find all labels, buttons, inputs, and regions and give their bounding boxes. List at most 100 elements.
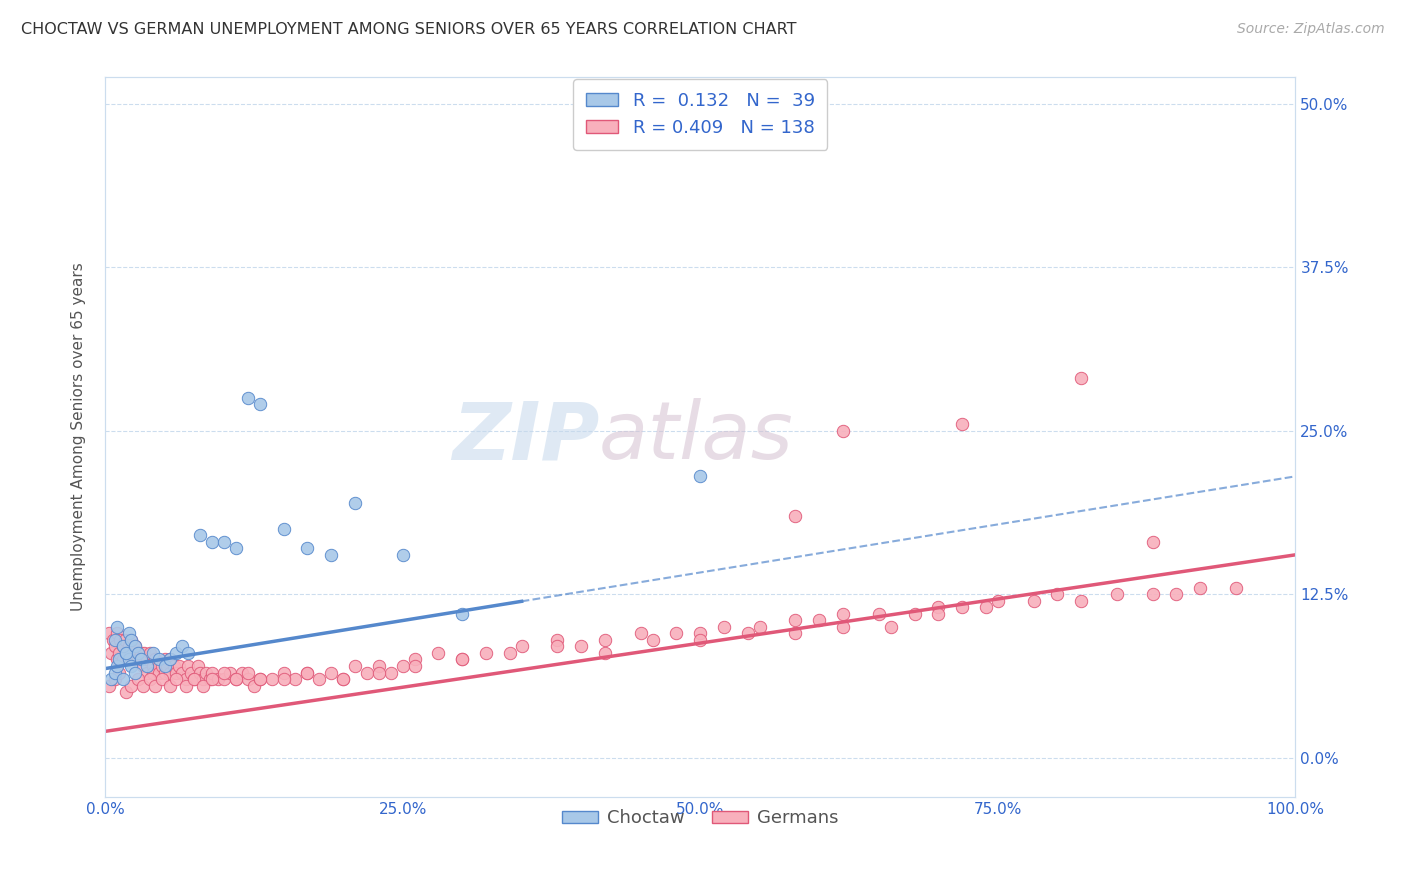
Point (188, 665, 211, 680)
Point (332, 672, 354, 686)
Point (219, 665, 242, 680)
Point (569, 640, 592, 654)
Point (713, 620, 735, 634)
Point (150, 672, 173, 686)
Point (249, 672, 271, 686)
Point (510, 640, 533, 654)
Point (105, 620, 128, 634)
Point (212, 665, 235, 680)
Point (129, 652, 152, 666)
Point (308, 672, 330, 686)
Point (321, 665, 343, 680)
Point (665, 626, 688, 640)
Text: ZIP: ZIP (451, 398, 599, 476)
Point (546, 632, 568, 647)
Point (1142, 534, 1164, 549)
Point (297, 665, 319, 680)
Text: Source: ZipAtlas.com: Source: ZipAtlas.com (1237, 22, 1385, 37)
Point (153, 659, 176, 673)
Point (785, 508, 807, 523)
Point (593, 646, 616, 660)
Point (180, 665, 202, 680)
Point (689, 632, 711, 647)
Point (100, 646, 122, 660)
Point (689, 469, 711, 483)
Point (284, 672, 307, 686)
Point (172, 665, 194, 680)
Point (120, 632, 142, 647)
Point (236, 391, 259, 405)
Point (115, 646, 138, 660)
Point (950, 600, 973, 615)
Point (139, 646, 162, 660)
Point (225, 672, 247, 686)
Point (380, 665, 402, 680)
Point (115, 685, 138, 699)
Point (153, 652, 176, 666)
Point (135, 665, 157, 680)
Point (142, 665, 165, 680)
Point (1105, 587, 1128, 601)
Point (950, 417, 973, 431)
Point (201, 672, 224, 686)
Point (195, 665, 218, 680)
Point (148, 659, 170, 673)
Point (105, 652, 128, 666)
Point (808, 613, 831, 627)
Point (118, 626, 141, 640)
Point (124, 652, 146, 666)
Point (135, 659, 157, 673)
Point (321, 548, 343, 562)
Point (103, 665, 125, 680)
Point (127, 652, 149, 666)
Point (188, 528, 211, 542)
Point (404, 652, 426, 666)
Point (243, 679, 266, 693)
Point (111, 672, 134, 686)
Point (115, 646, 138, 660)
Point (134, 646, 156, 660)
Point (785, 626, 807, 640)
Point (97, 626, 120, 640)
Point (118, 640, 141, 654)
Point (1225, 581, 1247, 595)
Point (156, 659, 179, 673)
Point (475, 646, 498, 660)
Point (118, 652, 141, 666)
Point (111, 640, 134, 654)
Point (499, 646, 522, 660)
Point (142, 659, 165, 673)
Point (129, 646, 152, 660)
Point (785, 613, 807, 627)
Point (249, 672, 271, 686)
Point (165, 665, 187, 680)
Point (297, 541, 319, 556)
Point (120, 679, 142, 693)
Point (111, 652, 134, 666)
Text: atlas: atlas (599, 398, 794, 476)
Point (249, 397, 271, 411)
Point (150, 659, 173, 673)
Point (191, 672, 214, 686)
Point (124, 640, 146, 654)
Point (212, 672, 235, 686)
Point (927, 600, 949, 615)
Point (641, 632, 664, 647)
Point (832, 620, 855, 634)
Point (120, 646, 142, 660)
Point (127, 646, 149, 660)
Point (297, 665, 319, 680)
Point (108, 665, 131, 680)
Point (1189, 581, 1212, 595)
Point (97, 679, 120, 693)
Point (231, 665, 253, 680)
Point (451, 607, 474, 621)
Point (391, 659, 413, 673)
Point (177, 659, 200, 673)
Point (832, 607, 855, 621)
Point (273, 522, 295, 536)
Point (159, 679, 181, 693)
Point (212, 534, 235, 549)
Point (105, 626, 128, 640)
Point (139, 672, 162, 686)
